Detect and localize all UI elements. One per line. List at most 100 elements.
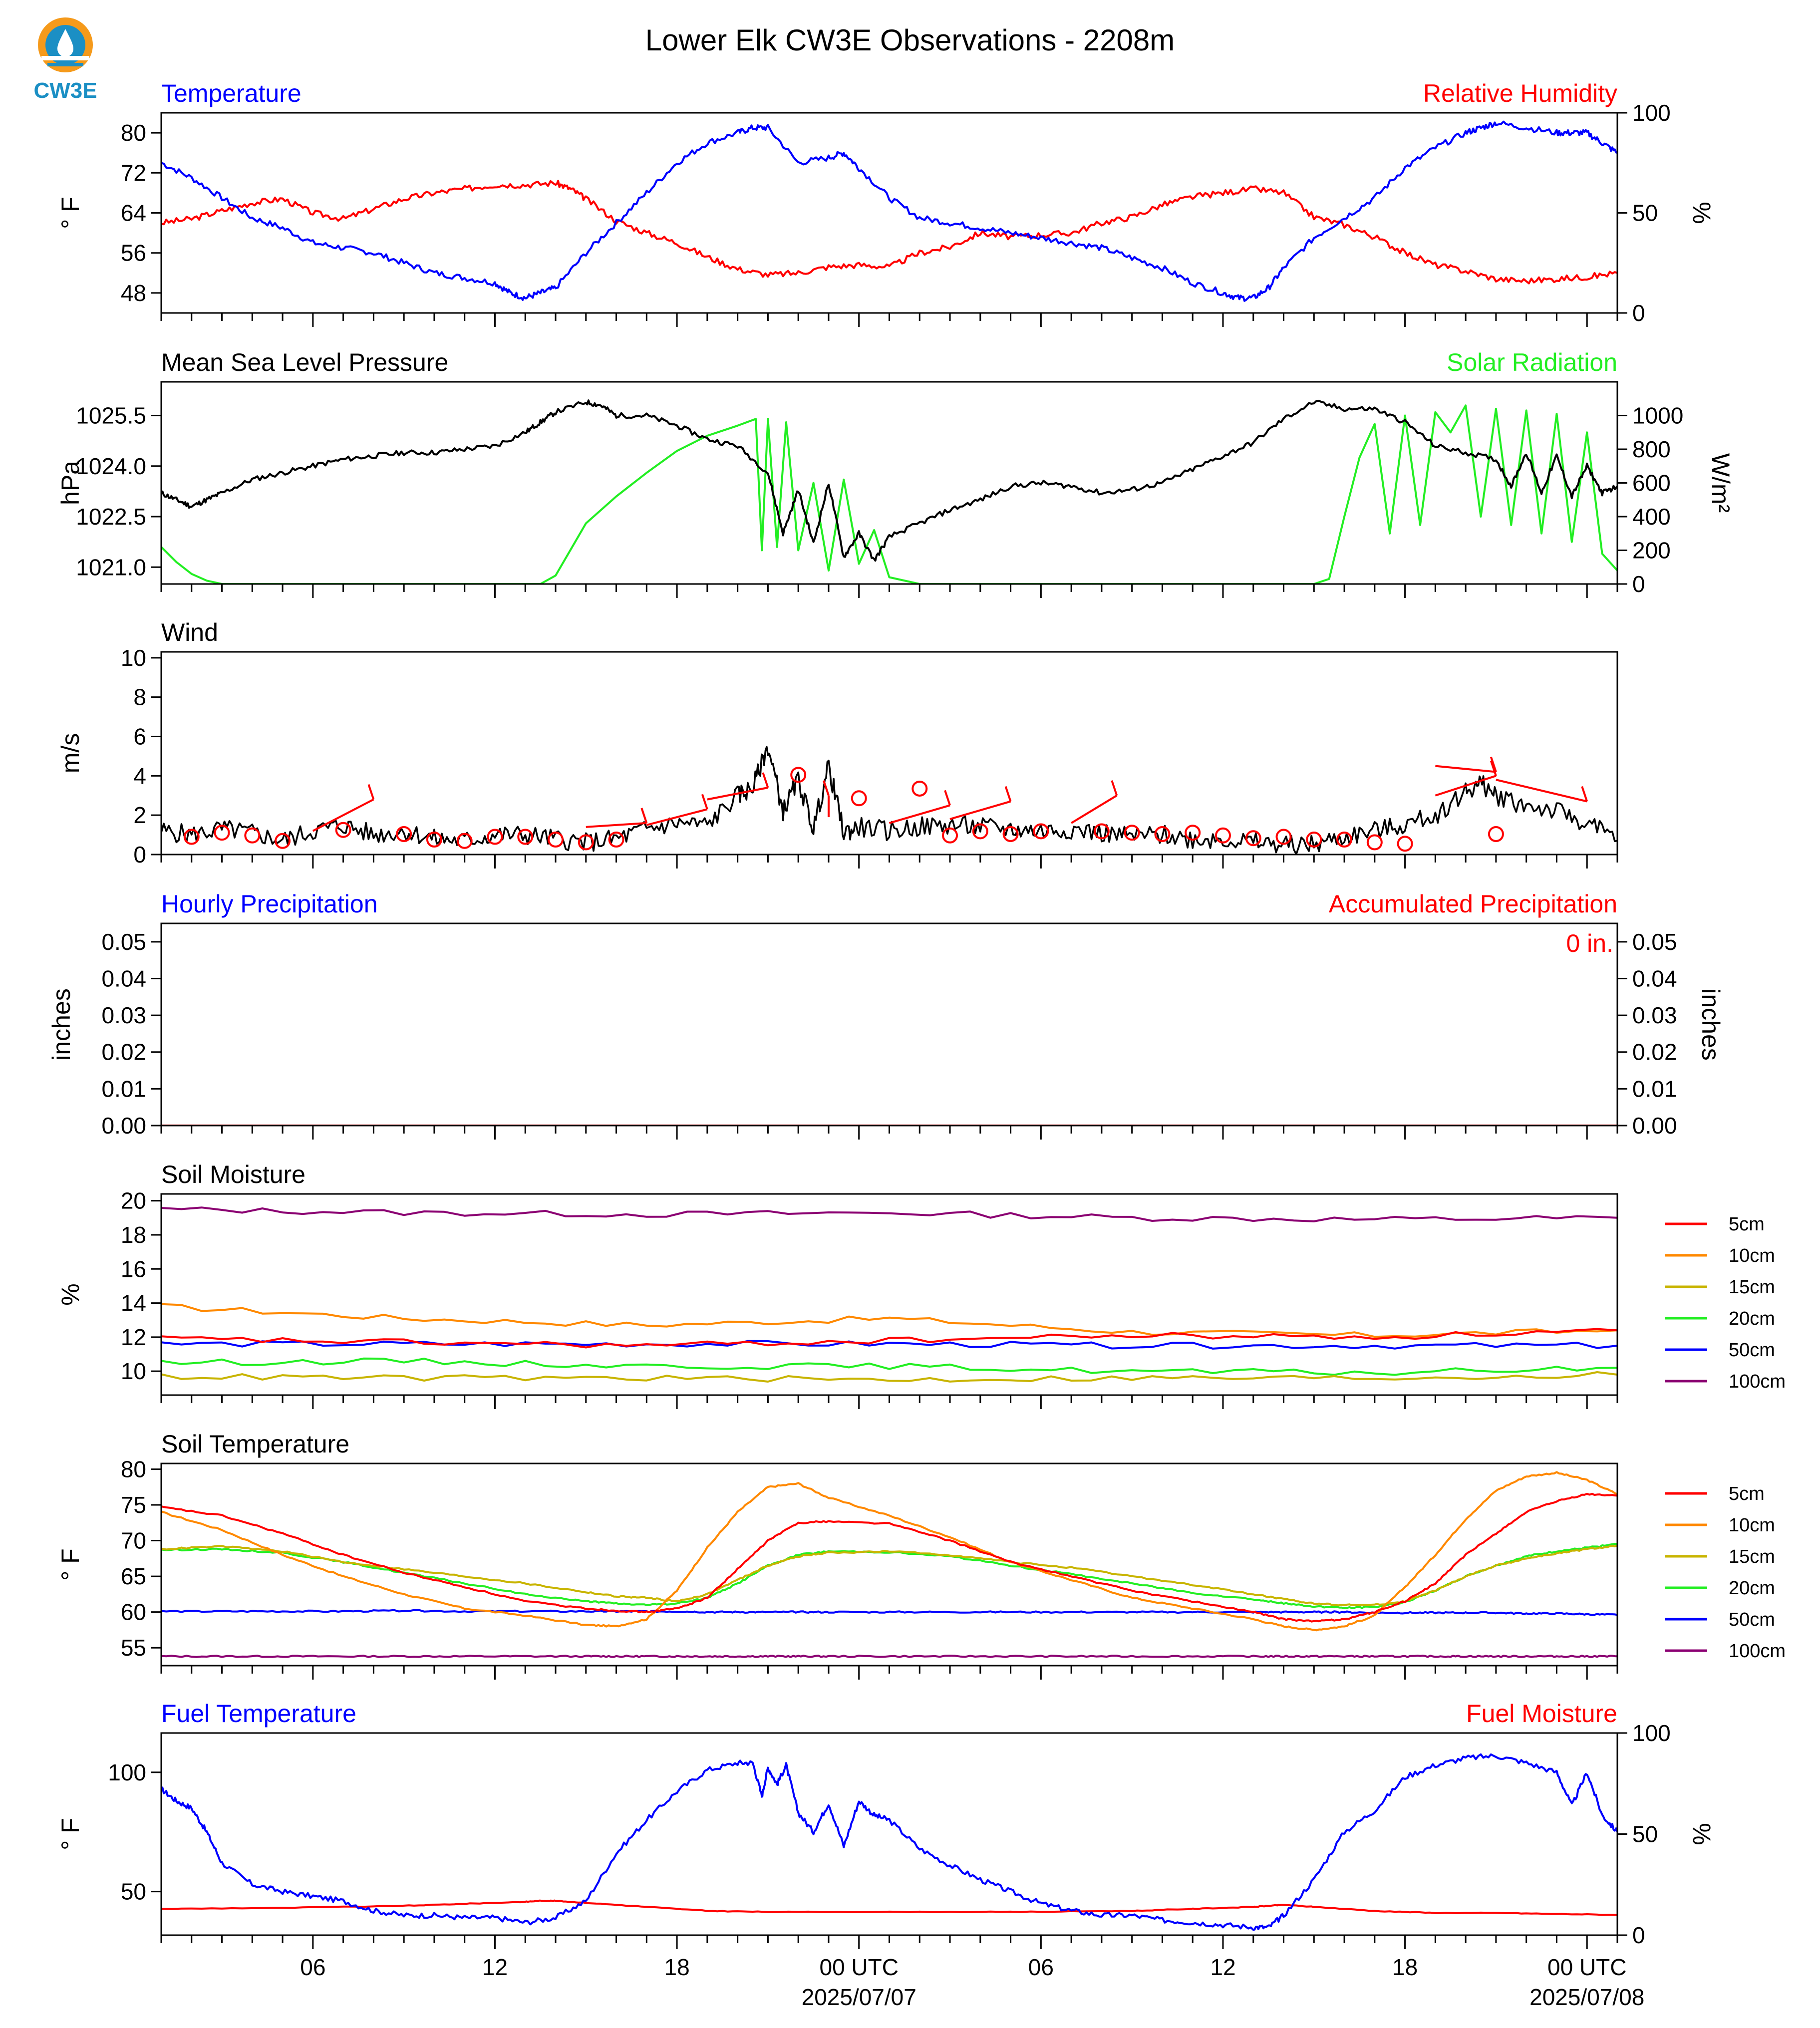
wind-calm-marker xyxy=(911,780,928,797)
series-soil_moist-15cm xyxy=(161,1371,1617,1383)
y-tick-label-left: 20 xyxy=(121,1188,146,1214)
page-title: Lower Elk CW3E Observations - 2208m xyxy=(645,23,1175,57)
wind-calm-marker xyxy=(942,827,958,844)
y-tick-label-right: 400 xyxy=(1632,504,1671,530)
panel-title-left: Temperature xyxy=(161,79,302,107)
series-soil_temp-5cm xyxy=(161,1492,1617,1623)
wind-barb xyxy=(707,787,768,801)
y-tick-label-left: 0.03 xyxy=(101,1002,146,1028)
series-group xyxy=(161,1471,1617,1658)
wind-calm-marker xyxy=(487,829,503,845)
x-tick-label: 00 UTC xyxy=(1547,1954,1626,1980)
panel-title-right: Relative Humidity xyxy=(1423,79,1617,107)
wind-calm-marker xyxy=(183,829,200,845)
y-tick-label-left: 12 xyxy=(121,1324,146,1350)
series-soil_moist-10cm xyxy=(161,1303,1617,1338)
y-axis-label-right: inches xyxy=(1697,988,1725,1061)
y-tick-label-left: 70 xyxy=(121,1528,146,1554)
panel-title-right: Fuel Moisture xyxy=(1466,1700,1617,1728)
legend-label: 20cm xyxy=(1729,1578,1775,1599)
wind-calm-marker xyxy=(1275,829,1292,845)
legend-label: 100cm xyxy=(1729,1371,1786,1392)
series-soil_moist-5cm xyxy=(161,1328,1617,1349)
y-axis-label-left: inches xyxy=(47,988,75,1061)
y-axis-label-left: hPa xyxy=(56,461,84,505)
plot-frame xyxy=(160,381,1618,585)
y-tick-label-right: 100 xyxy=(1632,1720,1671,1746)
wind-calm-marker xyxy=(1033,823,1049,840)
y-tick-label-left: 56 xyxy=(121,240,146,266)
y-tick-label-left: 16 xyxy=(121,1256,146,1282)
wind-barb xyxy=(1435,765,1497,773)
panel-fuel: Fuel Temperature Fuel Moisture 50 100 0 50 100… xyxy=(56,1700,1716,2010)
series-relative-humidity xyxy=(161,180,1617,285)
x-tick-date: 2025/07/07 xyxy=(802,1984,916,2010)
wind-barb-flag xyxy=(762,772,769,788)
y-tick-label-right: 100 xyxy=(1632,100,1671,126)
y-tick-label-left: 0.05 xyxy=(101,929,146,955)
y-tick-label-right: 600 xyxy=(1632,470,1671,496)
x-tick-label: 06 xyxy=(300,1954,325,1980)
y-tick-label-right: 0.02 xyxy=(1632,1039,1677,1065)
wind-calm-marker xyxy=(1124,825,1140,841)
x-tick-label: 18 xyxy=(1392,1954,1418,1980)
wind-calm-marker xyxy=(214,825,230,841)
y-tick-label-left: 60 xyxy=(121,1599,146,1625)
y-tick-label-left: 2 xyxy=(133,802,146,828)
series-soil_temp-20cm xyxy=(161,1542,1617,1609)
series-soil_temp-50cm xyxy=(161,1609,1617,1616)
y-tick-label-right: 0.00 xyxy=(1632,1113,1677,1139)
wind-calm-marker xyxy=(851,790,867,807)
y-tick-label-left: 1021.0 xyxy=(76,554,146,580)
wind-barb xyxy=(1496,779,1587,803)
legend-label: 5cm xyxy=(1729,1483,1765,1504)
x-tick-label: 06 xyxy=(1028,1954,1054,1980)
y-tick-label-left: 64 xyxy=(121,200,146,226)
plot-frame xyxy=(160,112,1618,314)
wind-barb-flag xyxy=(367,784,375,800)
wind-calm-marker xyxy=(1185,825,1201,841)
panel-title-left: Soil Moisture xyxy=(161,1160,305,1188)
wind-barb-flag xyxy=(1004,786,1012,802)
y-tick-label-right: 0.03 xyxy=(1632,1002,1677,1028)
y-tick-label-left: 50 xyxy=(121,1879,146,1905)
panel-title-left: Mean Sea Level Pressure xyxy=(161,348,448,376)
y-tick-label-right: 0.05 xyxy=(1632,929,1677,955)
legend-label: 10cm xyxy=(1729,1245,1775,1266)
panel-title-left: Fuel Temperature xyxy=(161,1700,356,1728)
y-axis-label-right: % xyxy=(1688,202,1716,224)
wind-calm-marker xyxy=(1397,836,1413,852)
panel-precip: Hourly Precipitation Accumulated Precipit… xyxy=(47,890,1725,1140)
wind-barb xyxy=(889,804,950,824)
y-axis-label-left: m/s xyxy=(56,733,84,774)
wind-barb-flag xyxy=(1490,756,1497,773)
wind-calm-marker xyxy=(608,832,624,848)
legend-label: 50cm xyxy=(1729,1609,1775,1630)
wind-barb-flag xyxy=(701,794,708,810)
wind-barb xyxy=(949,800,1011,820)
y-tick-label-left: 72 xyxy=(121,160,146,186)
wind-calm-marker xyxy=(790,767,807,783)
legend-label: 15cm xyxy=(1729,1277,1775,1298)
series-group xyxy=(161,1753,1617,1931)
plot-frame xyxy=(160,1732,1618,1936)
y-axis-label-left: ° F xyxy=(56,1548,84,1580)
x-tick-label: 18 xyxy=(664,1954,690,1980)
y-tick-label-left: 1025.5 xyxy=(76,403,146,429)
y-tick-label-left: 8 xyxy=(133,684,146,710)
y-tick-label-left: 80 xyxy=(121,120,146,146)
series-group xyxy=(161,399,1617,584)
panel-wind: Wind 0 2 4 6 8 10 m/s xyxy=(56,618,1618,869)
y-tick-label-left: 80 xyxy=(121,1456,146,1482)
panel-title-left: Soil Temperature xyxy=(161,1430,349,1458)
y-tick-label-left: 1022.5 xyxy=(76,504,146,530)
panel-title-left: Wind xyxy=(161,618,218,646)
series-soil_temp-15cm xyxy=(161,1544,1617,1607)
y-tick-label-left: 100 xyxy=(108,1759,146,1785)
wind-barb-flag xyxy=(640,808,648,824)
series-fuel-moisture xyxy=(161,1899,1617,1916)
wind-calm-marker xyxy=(1214,827,1231,844)
y-tick-label-left: 48 xyxy=(121,280,146,306)
y-tick-label-right: 200 xyxy=(1632,538,1671,564)
